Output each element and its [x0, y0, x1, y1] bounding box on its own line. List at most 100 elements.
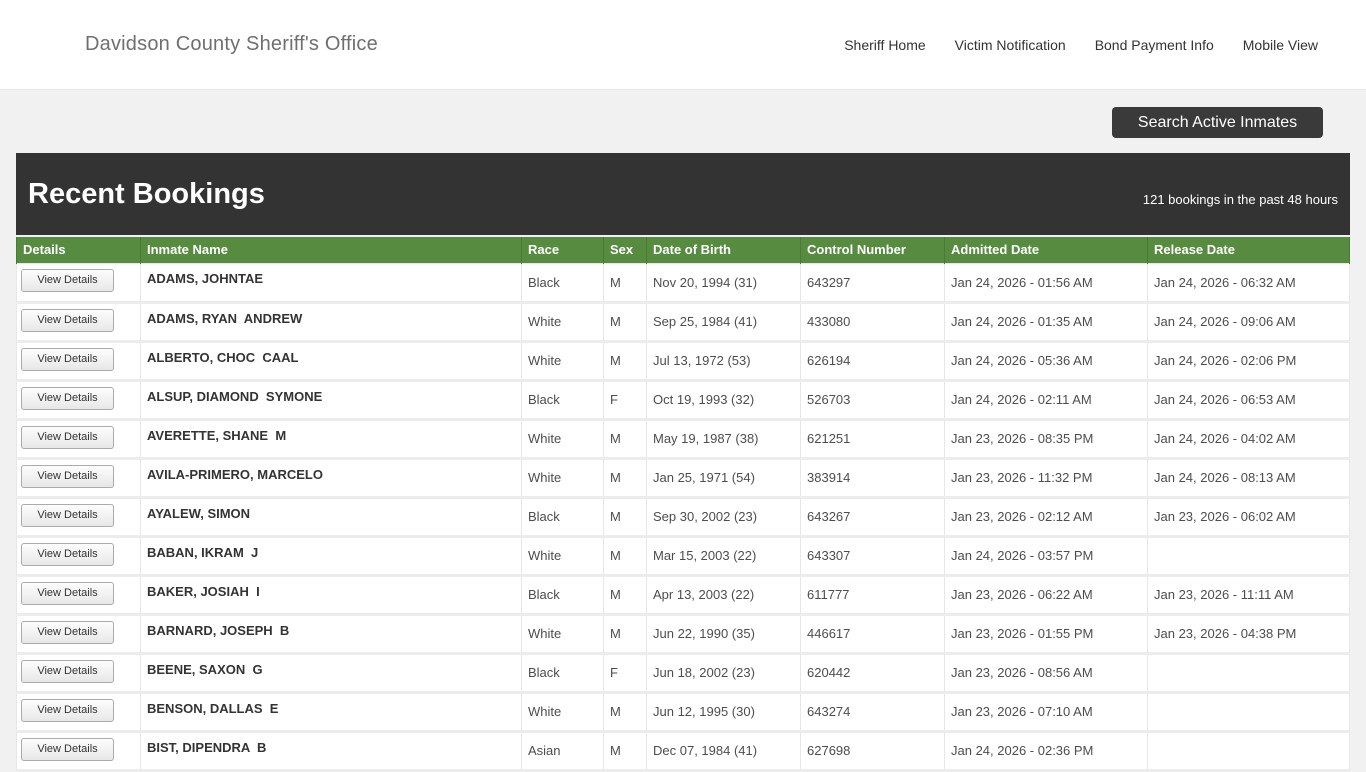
inmate-release-date: Jan 24, 2026 - 09:06 AM	[1147, 301, 1350, 343]
inmate-admitted-date: Jan 23, 2026 - 06:22 AM	[944, 574, 1148, 616]
inmate-release-date	[1147, 730, 1350, 772]
inmate-control-number: 643274	[800, 691, 945, 733]
column-header-date-of-birth: Date of Birth	[646, 237, 801, 263]
inmate-race: Black	[521, 574, 604, 616]
view-details-button[interactable]: View Details	[21, 581, 114, 605]
view-details-button[interactable]: View Details	[21, 542, 114, 566]
table-row: View Details BIST, DIPENDRA B Asian M De…	[16, 730, 1350, 772]
inmate-sex: M	[603, 730, 647, 772]
inmate-admitted-date: Jan 24, 2026 - 05:36 AM	[944, 340, 1148, 382]
inmate-sex: M	[603, 574, 647, 616]
view-details-button[interactable]: View Details	[21, 737, 114, 761]
inmate-name: BEENE, SAXON G	[140, 652, 522, 694]
inmate-date-of-birth: Jun 18, 2002 (23)	[646, 652, 801, 694]
inmate-control-number: 621251	[800, 418, 945, 460]
inmate-race: Black	[521, 379, 604, 421]
inmate-control-number: 433080	[800, 301, 945, 343]
inmate-sex: M	[603, 691, 647, 733]
table-row: View Details AVERETTE, SHANE M White M M…	[16, 418, 1350, 460]
view-details-button[interactable]: View Details	[21, 503, 114, 527]
nav-bond-payment-info[interactable]: Bond Payment Info	[1094, 36, 1214, 53]
table-row: View Details BENSON, DALLAS E White M Ju…	[16, 691, 1350, 733]
view-details-button[interactable]: View Details	[21, 347, 114, 371]
recent-bookings-panel: Recent Bookings 121 bookings in the past…	[16, 153, 1350, 772]
search-active-inmates-button[interactable]: Search Active Inmates	[1112, 107, 1323, 138]
inmate-race: White	[521, 340, 604, 382]
search-row: Search Active Inmates	[0, 90, 1366, 138]
table-row: View Details BAKER, JOSIAH I Black M Apr…	[16, 574, 1350, 616]
inmate-sex: M	[603, 418, 647, 460]
inmate-name: ALSUP, DIAMOND SYMONE	[140, 379, 522, 421]
table-row: View Details AVILA-PRIMERO, MARCELO Whit…	[16, 457, 1350, 499]
inmate-release-date	[1147, 535, 1350, 577]
details-cell: View Details	[16, 340, 141, 382]
column-header-control-number: Control Number	[800, 237, 945, 263]
details-cell: View Details	[16, 457, 141, 499]
inmate-date-of-birth: Nov 20, 1994 (31)	[646, 262, 801, 304]
inmate-name: ADAMS, RYAN ANDREW	[140, 301, 522, 343]
table-row: View Details BABAN, IKRAM J White M Mar …	[16, 535, 1350, 577]
inmate-name: ALBERTO, CHOC CAAL	[140, 340, 522, 382]
inmate-admitted-date: Jan 24, 2026 - 03:57 PM	[944, 535, 1148, 577]
details-cell: View Details	[16, 496, 141, 538]
view-details-button[interactable]: View Details	[21, 308, 114, 332]
view-details-button[interactable]: View Details	[21, 698, 114, 722]
inmate-sex: M	[603, 301, 647, 343]
inmate-admitted-date: Jan 24, 2026 - 01:56 AM	[944, 262, 1148, 304]
inmate-release-date: Jan 23, 2026 - 11:11 AM	[1147, 574, 1350, 616]
inmate-date-of-birth: Sep 30, 2002 (23)	[646, 496, 801, 538]
nav-sheriff-home[interactable]: Sheriff Home	[844, 36, 926, 53]
inmate-sex: M	[603, 262, 647, 304]
inmate-sex: M	[603, 535, 647, 577]
inmate-admitted-date: Jan 23, 2026 - 07:10 AM	[944, 691, 1148, 733]
details-cell: View Details	[16, 418, 141, 460]
details-cell: View Details	[16, 652, 141, 694]
column-header-inmate-name: Inmate Name	[140, 237, 522, 263]
inmate-release-date: Jan 24, 2026 - 04:02 AM	[1147, 418, 1350, 460]
details-cell: View Details	[16, 535, 141, 577]
nav-mobile-view[interactable]: Mobile View	[1242, 36, 1318, 53]
inmate-admitted-date: Jan 24, 2026 - 02:36 PM	[944, 730, 1148, 772]
view-details-button[interactable]: View Details	[21, 659, 114, 683]
inmate-control-number: 643307	[800, 535, 945, 577]
inmate-name: BARNARD, JOSEPH B	[140, 613, 522, 655]
inmate-date-of-birth: Sep 25, 1984 (41)	[646, 301, 801, 343]
table-row: View Details ADAMS, JOHNTAE Black M Nov …	[16, 262, 1350, 304]
nav-victim-notification[interactable]: Victim Notification	[954, 36, 1066, 53]
inmate-date-of-birth: May 19, 1987 (38)	[646, 418, 801, 460]
inmate-name: BABAN, IKRAM J	[140, 535, 522, 577]
inmate-sex: M	[603, 457, 647, 499]
inmate-admitted-date: Jan 23, 2026 - 08:56 AM	[944, 652, 1148, 694]
bookings-table-body: View Details ADAMS, JOHNTAE Black M Nov …	[16, 262, 1350, 772]
inmate-control-number: 627698	[800, 730, 945, 772]
inmate-release-date: Jan 24, 2026 - 06:32 AM	[1147, 262, 1350, 304]
view-details-button[interactable]: View Details	[21, 425, 114, 449]
details-cell: View Details	[16, 730, 141, 772]
main-nav: Sheriff Home Victim Notification Bond Pa…	[844, 37, 1318, 53]
inmate-sex: F	[603, 652, 647, 694]
details-cell: View Details	[16, 379, 141, 421]
column-header-details: Details	[16, 237, 141, 263]
bookings-table-header: Details Inmate Name Race Sex Date of Bir…	[16, 237, 1350, 263]
inmate-name: AVERETTE, SHANE M	[140, 418, 522, 460]
inmate-name: AYALEW, SIMON	[140, 496, 522, 538]
inmate-control-number: 383914	[800, 457, 945, 499]
inmate-release-date	[1147, 652, 1350, 694]
column-header-admitted-date: Admitted Date	[944, 237, 1148, 263]
inmate-sex: M	[603, 340, 647, 382]
view-details-button[interactable]: View Details	[21, 620, 114, 644]
details-cell: View Details	[16, 574, 141, 616]
column-header-release-date: Release Date	[1147, 237, 1350, 263]
view-details-button[interactable]: View Details	[21, 464, 114, 488]
site-title: Davidson County Sheriff's Office	[85, 33, 378, 55]
view-details-button[interactable]: View Details	[21, 268, 114, 292]
inmate-name: AVILA-PRIMERO, MARCELO	[140, 457, 522, 499]
details-cell: View Details	[16, 613, 141, 655]
table-row: View Details AYALEW, SIMON Black M Sep 3…	[16, 496, 1350, 538]
view-details-button[interactable]: View Details	[21, 386, 114, 410]
inmate-race: White	[521, 301, 604, 343]
inmate-sex: F	[603, 379, 647, 421]
recent-bookings-banner: Recent Bookings 121 bookings in the past…	[16, 153, 1350, 235]
inmate-release-date: Jan 23, 2026 - 04:38 PM	[1147, 613, 1350, 655]
inmate-admitted-date: Jan 23, 2026 - 02:12 AM	[944, 496, 1148, 538]
